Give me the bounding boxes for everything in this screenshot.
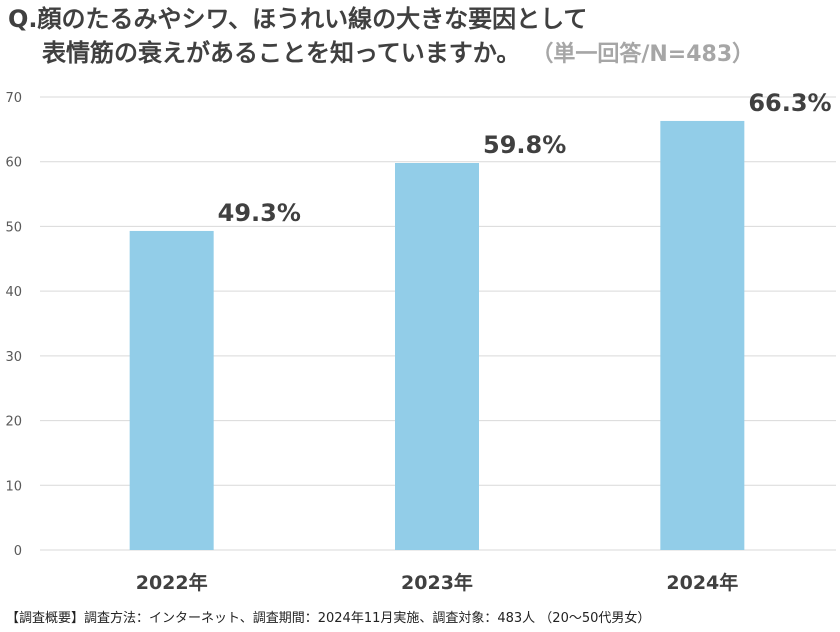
y-tick-label: 10	[5, 479, 22, 494]
x-category-label: 2023年	[401, 571, 473, 594]
title-subtitle: （単一回答/N=483）	[542, 42, 755, 67]
title-line-2-text: 表情筋の衰えがあることを知っていますか。	[42, 39, 521, 67]
survey-footnote: 【調査概要】調査方法：インターネット、調査期間：2024年11月実施、調査対象：…	[6, 611, 651, 626]
data-label: 66.3%	[748, 89, 831, 117]
y-tick-label: 40	[5, 285, 22, 300]
title-line-2: 表情筋の衰えがあることを知っていますか。 （単一回答/N=483）	[8, 36, 838, 72]
y-tick-label: 60	[5, 156, 22, 171]
y-tick-label: 50	[5, 220, 22, 235]
y-tick-label: 20	[5, 415, 22, 430]
y-tick-label: 0	[14, 544, 22, 559]
chart-title: Q.顔のたるみやシワ、ほうれい線の大きな要因として 表情筋の衰えがあることを知っ…	[8, 2, 838, 72]
y-tick-label: 30	[5, 350, 22, 365]
title-line-1: Q.顔のたるみやシワ、ほうれい線の大きな要因として	[8, 5, 588, 33]
bar	[129, 230, 214, 551]
bar	[660, 120, 745, 551]
x-category-label: 2024年	[666, 571, 738, 594]
data-label: 59.8%	[483, 131, 566, 159]
y-tick-label: 70	[5, 91, 22, 106]
bar	[395, 163, 479, 550]
data-label: 49.3%	[218, 199, 301, 227]
x-category-label: 2022年	[136, 571, 208, 594]
